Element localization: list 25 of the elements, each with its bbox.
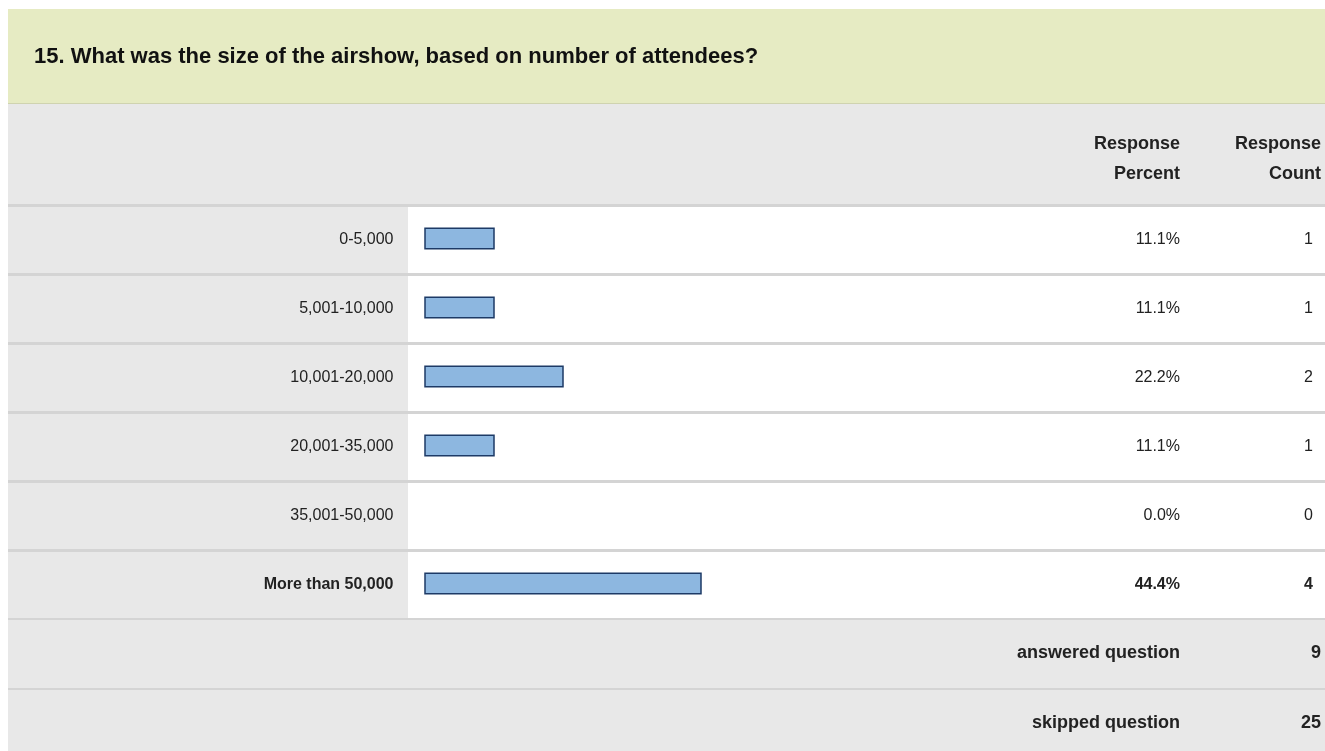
y-tick-label: 20,001-35,000 xyxy=(290,436,394,454)
chart-title: 15. What was the size of the airshow, based on number of attendees? xyxy=(8,9,1325,104)
y-tick-label: 5,001-10,000 xyxy=(299,298,394,316)
text: 1 xyxy=(1304,298,1314,316)
data-label: 11.1% xyxy=(1135,229,1180,247)
y-tick-label: 0-5,000 xyxy=(339,229,394,247)
data-label: 11.1% xyxy=(1135,436,1180,454)
text: 4 xyxy=(1304,574,1314,592)
text: 25 xyxy=(1300,712,1321,733)
text: 9 xyxy=(1310,642,1321,663)
y-tick-label: 10,001-20,000 xyxy=(290,367,394,385)
data-label: 11.1% xyxy=(1135,298,1180,316)
text: 0 xyxy=(1304,505,1314,523)
text: Response Count xyxy=(1233,132,1321,185)
data-label: 0.0% xyxy=(1143,505,1180,523)
text: 1 xyxy=(1304,436,1314,454)
text: answered question xyxy=(1016,642,1180,663)
text: Response Percent xyxy=(1092,132,1180,185)
text: 1 xyxy=(1304,229,1314,247)
text: skipped question xyxy=(1031,712,1180,733)
text: 2 xyxy=(1304,367,1314,385)
y-tick-label: More than 50,000 xyxy=(263,574,394,592)
y-tick-label: 35,001-50,000 xyxy=(290,505,394,523)
data-label: 44.4% xyxy=(1134,574,1180,592)
data-label: 22.2% xyxy=(1134,367,1180,385)
